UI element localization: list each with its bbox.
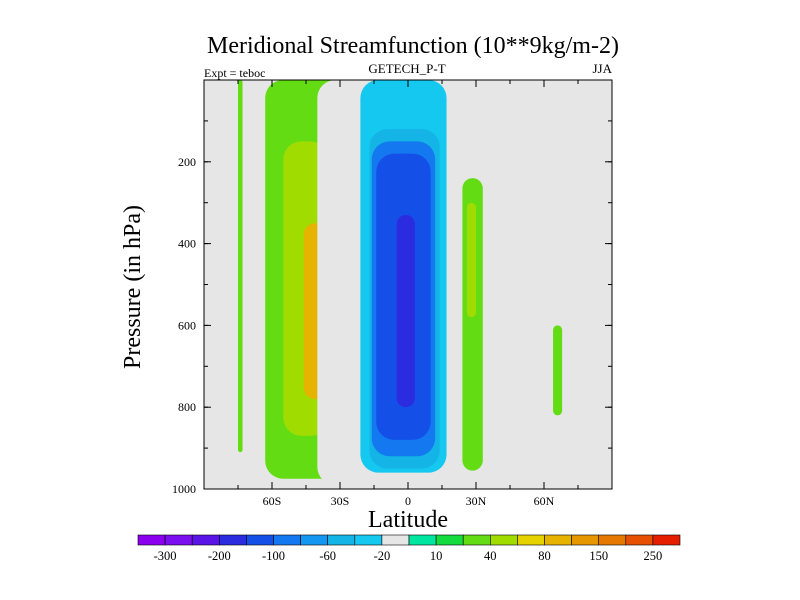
contour-region-0 <box>238 80 243 453</box>
colorbar-swatch <box>300 534 329 546</box>
colorbar-swatch <box>625 534 654 546</box>
right-string: JJA <box>592 61 612 76</box>
y-tick-label: 600 <box>178 318 196 332</box>
colorbar-label: -200 <box>208 549 231 563</box>
center-string: GETECH_P-T <box>368 61 445 76</box>
colorbar-swatch <box>571 534 599 546</box>
y-tick-label: 400 <box>178 237 196 251</box>
colorbar-swatch <box>219 534 247 546</box>
colorbar-label: 80 <box>538 549 551 563</box>
left-string: Expt = teboc <box>204 66 265 80</box>
x-tick-label: 30N <box>466 494 487 508</box>
y-axis-label: Pressure (in hPa) <box>120 205 146 369</box>
colorbar-label: 150 <box>589 549 608 563</box>
colorbar-swatch <box>164 534 193 546</box>
colorbar-swatch <box>435 534 464 546</box>
y-tick-label: 800 <box>178 400 196 414</box>
colorbar-swatch <box>354 534 383 546</box>
colorbar-swatch <box>489 534 518 546</box>
plot-frame <box>203 79 613 490</box>
colorbar-label: 250 <box>644 549 663 563</box>
colorbar: -300 -200 -100 -60 -20 10 40 80 150 250 <box>137 534 681 563</box>
x-tick-label: 30S <box>331 494 350 508</box>
contour-region-11 <box>466 202 476 318</box>
y-tick-label: 200 <box>178 155 196 169</box>
colorbar-swatch <box>517 534 545 546</box>
colorbar-swatch <box>246 534 274 546</box>
colorbar-swatch <box>652 534 681 546</box>
colorbar-swatch <box>327 534 356 546</box>
colorbar-label: -100 <box>262 549 285 563</box>
colorbar-label: -60 <box>319 549 336 563</box>
colorbar-swatch <box>137 534 166 546</box>
contour-region-12 <box>507 202 524 383</box>
colorbar-label: -20 <box>374 549 391 563</box>
colorbar-swatch <box>598 534 627 546</box>
colorbar-swatch <box>408 534 437 546</box>
colorbar-label: 10 <box>430 549 443 563</box>
contour-fill-layer <box>238 80 563 485</box>
colorbar-swatch <box>273 534 301 546</box>
axis-ticks: 60S 30S 0 30N 60N 200 400 600 800 1000 <box>172 80 613 508</box>
colorbar-label: 40 <box>484 549 497 563</box>
colorbar-swatch <box>544 534 572 546</box>
colorbar-swatch <box>462 534 491 546</box>
contour-region-9 <box>396 214 415 408</box>
chart-title: Meridional Streamfunction (10**9kg/m-2) <box>207 33 619 59</box>
colorbar-label: -300 <box>154 549 177 563</box>
colorbar-swatch <box>191 534 220 546</box>
x-tick-label: 60N <box>534 494 555 508</box>
x-tick-label: 60S <box>263 494 282 508</box>
colorbar-swatch <box>381 534 410 546</box>
contour-region-13 <box>553 325 563 416</box>
y-tick-label: 1000 <box>172 482 196 496</box>
x-axis-label: Latitude <box>368 507 448 533</box>
x-tick-label: 0 <box>405 494 411 508</box>
